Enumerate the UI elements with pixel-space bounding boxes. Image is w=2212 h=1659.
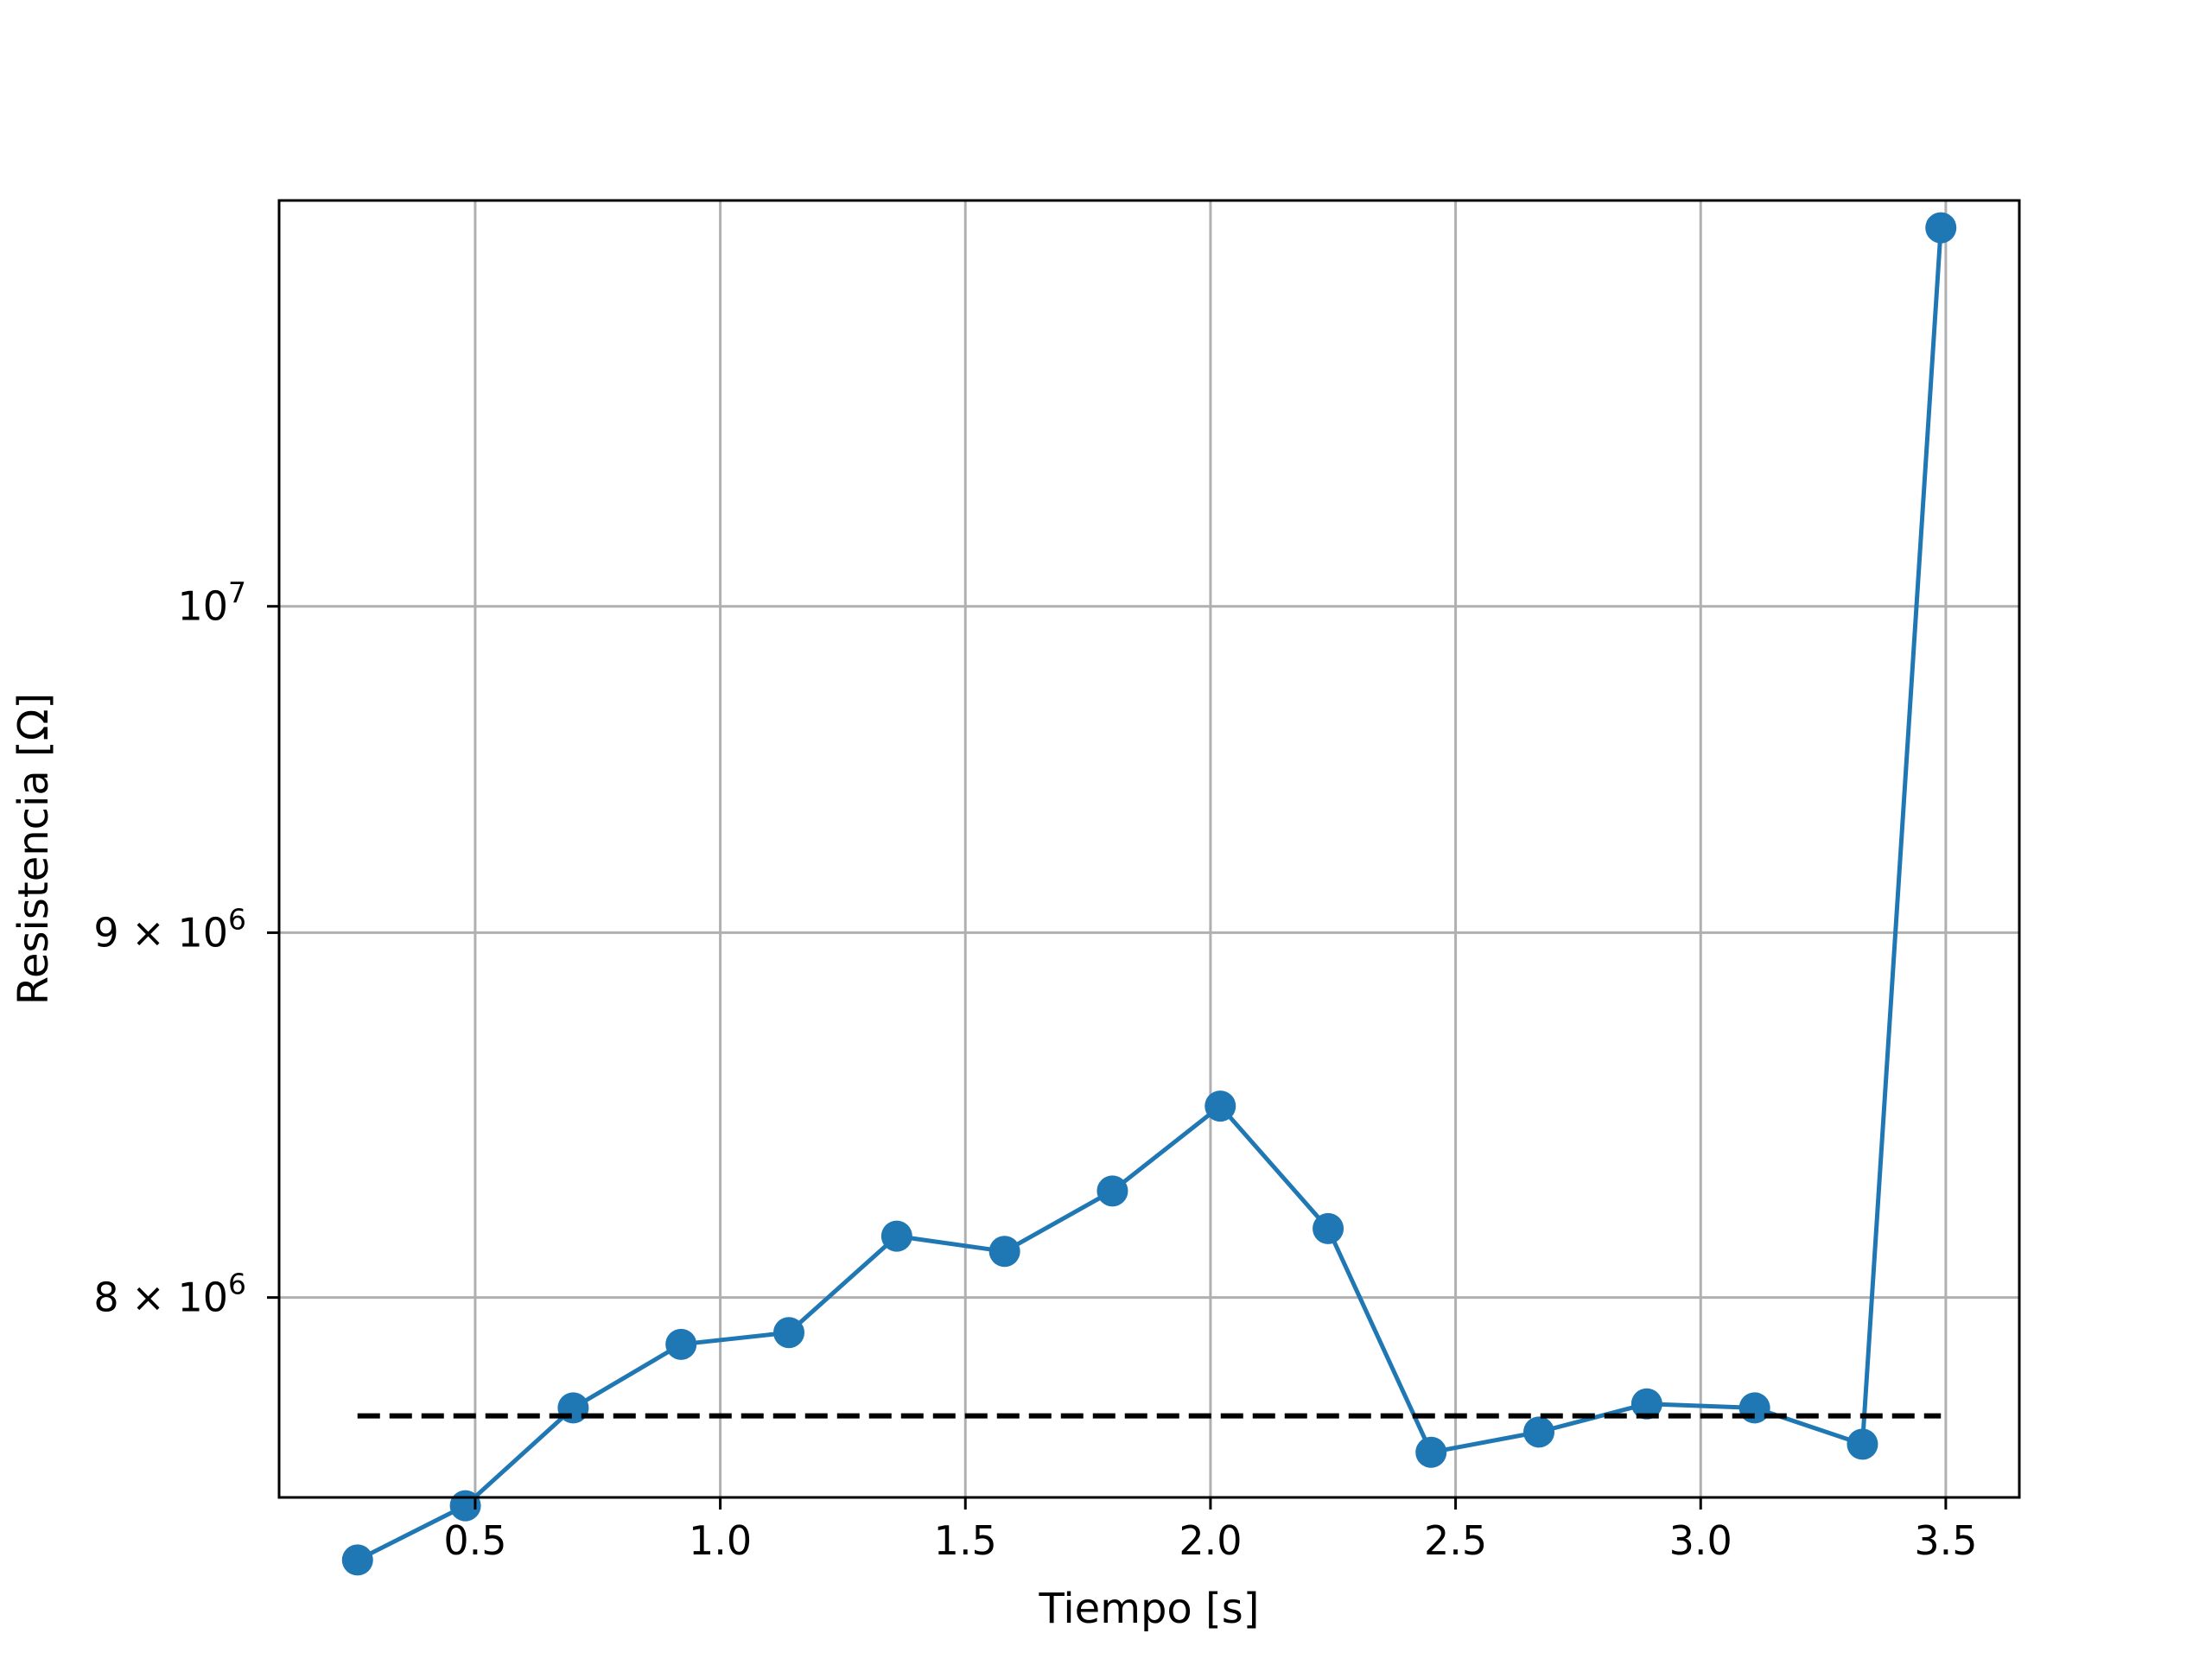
data-point [341,1544,373,1576]
y-tick-mantissa: 9 × 10 [93,909,228,956]
y-tick-exponent: 6 [228,1268,246,1301]
x-tick-label: 2.0 [1179,1517,1242,1564]
x-tick-label: 3.0 [1669,1517,1732,1564]
data-point [773,1317,805,1349]
data-point [1096,1175,1128,1207]
data-point [557,1392,589,1424]
data-point [880,1220,912,1252]
x-axis-label: Tiempo [s] [1038,1585,1259,1633]
x-tick-label: 1.5 [934,1517,997,1564]
plot-frame [277,199,2021,1499]
y-axis-label: Resistencia [Ω] [10,693,58,1005]
data-point [1415,1436,1447,1468]
data-point [1630,1388,1662,1420]
x-tick-label: 3.5 [1914,1517,1977,1564]
data-point [1738,1392,1770,1424]
data-point [1847,1428,1878,1460]
grid [279,200,2019,1497]
y-tick-mantissa: 8 × 10 [93,1274,228,1321]
series-line [356,227,1943,1562]
data-point [1925,212,1957,244]
data-point [1523,1416,1555,1448]
y-tick-label: 9 × 106 [93,902,246,956]
y-tick-mantissa: 10 [177,583,228,630]
y-tick-label: 8 × 106 [93,1268,246,1321]
data-point [1205,1090,1236,1122]
y-tick-exponent: 6 [228,902,246,936]
x-tick-label: 1.0 [689,1517,752,1564]
data-point [665,1328,697,1360]
data-point [988,1236,1020,1268]
y-tick-label: 107 [177,576,246,630]
data-point [1313,1212,1344,1244]
x-tick-label: 0.5 [443,1517,506,1564]
x-tick-label: 2.5 [1424,1517,1487,1564]
y-tick-exponent: 7 [228,576,246,610]
